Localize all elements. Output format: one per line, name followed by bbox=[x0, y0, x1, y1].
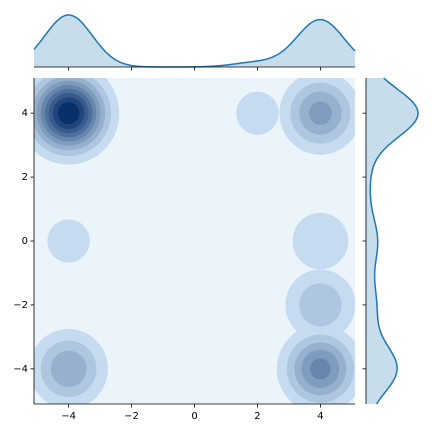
density-contour bbox=[292, 212, 349, 270]
x-tick-label: −4 bbox=[61, 411, 76, 422]
density-contour bbox=[299, 283, 342, 327]
y-tick-label: 0 bbox=[22, 236, 28, 247]
y-tick-label: 4 bbox=[22, 108, 28, 119]
density-contour bbox=[236, 91, 279, 135]
x-tick-label: −2 bbox=[124, 411, 139, 422]
marginal-y-area bbox=[366, 78, 418, 404]
marginal-y-curve bbox=[369, 77, 419, 405]
density-contour bbox=[50, 350, 87, 388]
y-tick-label: 2 bbox=[22, 172, 28, 183]
x-tick-label: 2 bbox=[254, 411, 260, 422]
density-contour bbox=[57, 102, 80, 125]
density-contour bbox=[310, 358, 331, 380]
y-tick-label: −2 bbox=[13, 300, 28, 311]
density-contour bbox=[47, 219, 90, 263]
x-tick-label: 0 bbox=[191, 411, 197, 422]
y-tick-label: −4 bbox=[13, 364, 28, 375]
x-tick-label: 4 bbox=[317, 411, 323, 422]
density-contour bbox=[308, 101, 332, 125]
